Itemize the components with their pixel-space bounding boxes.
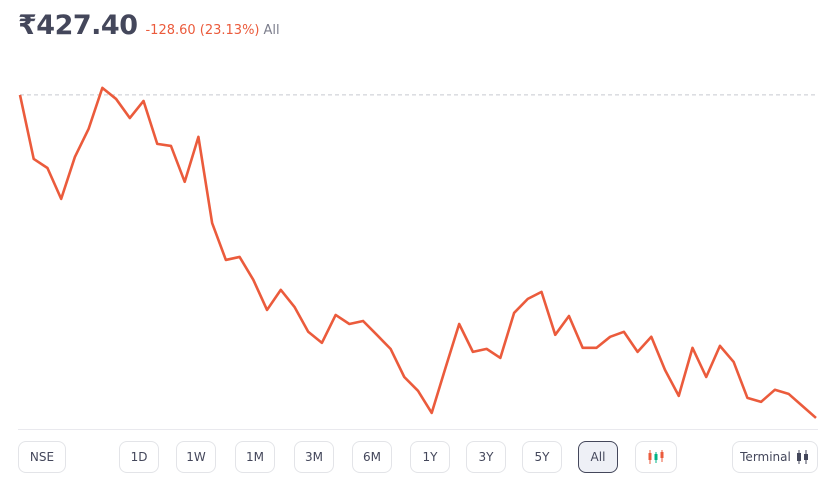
terminal-label: Terminal bbox=[740, 450, 791, 464]
terminal-button[interactable]: Terminal bbox=[732, 441, 818, 473]
candle-button[interactable] bbox=[635, 441, 677, 473]
range-button[interactable]: 1D bbox=[119, 441, 159, 473]
range-button[interactable]: 3Y bbox=[466, 441, 506, 473]
exchange-button[interactable]: NSE bbox=[18, 441, 66, 473]
range-button[interactable]: 1W bbox=[176, 441, 216, 473]
chart bbox=[18, 86, 818, 430]
candle-icon bbox=[648, 450, 664, 464]
range-button[interactable]: 1M bbox=[235, 441, 275, 473]
price-line bbox=[18, 86, 817, 419]
change: -128.60 (23.13%) bbox=[145, 23, 260, 38]
terminal-icon bbox=[796, 450, 808, 464]
header: ₹427.40 -128.60 (23.13%) All bbox=[18, 10, 280, 41]
range-button[interactable]: All bbox=[578, 441, 618, 473]
price: ₹427.40 bbox=[18, 10, 138, 41]
range-button[interactable]: 5Y bbox=[522, 441, 562, 473]
period: All bbox=[263, 23, 280, 38]
range-button[interactable]: 1Y bbox=[410, 441, 450, 473]
range-button[interactable]: 6M bbox=[352, 441, 392, 473]
range-button[interactable]: 3M bbox=[294, 441, 334, 473]
